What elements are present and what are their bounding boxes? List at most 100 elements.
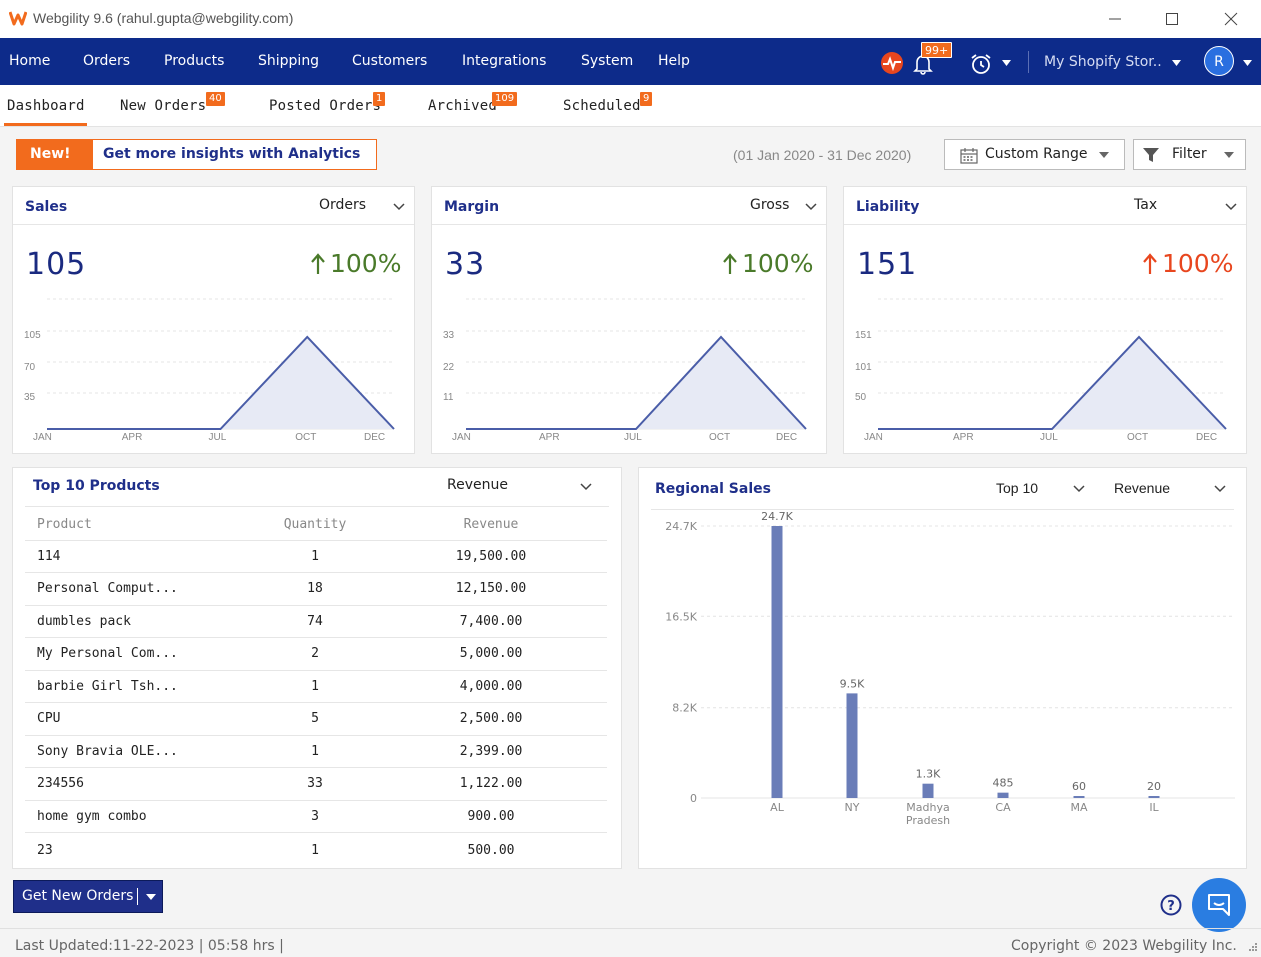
minimize-icon[interactable] <box>1102 6 1128 32</box>
custom-range-label: Custom Range <box>985 146 1088 162</box>
revenue-cell: 19,500.00 <box>375 540 607 573</box>
top-products-panel: Top 10 Products Revenue Product Quantity… <box>12 467 622 869</box>
table-row[interactable]: CPU 5 2,500.00 <box>25 702 607 736</box>
nav-help[interactable]: Help <box>658 53 690 69</box>
order-tabs: Dashboard New Orders 40 Posted Orders 1 … <box>0 85 1261 127</box>
data-label: 24.7K <box>761 510 793 523</box>
margin-card: Margin Gross 33 100% 33 22 11 JAN APR JUL OCT D… <box>431 186 827 454</box>
top-products-metric-select[interactable]: Revenue <box>447 477 508 493</box>
window-title: Webgility 9.6 (rahul.gupta@webgility.com… <box>33 10 294 26</box>
x-tick-label: JUL <box>208 432 227 443</box>
tab-dashboard[interactable]: Dashboard <box>7 98 85 114</box>
table-row[interactable]: Personal Comput... 18 12,150.00 <box>25 572 607 606</box>
tab-scheduled[interactable]: Scheduled <box>563 98 641 114</box>
table-header-row: Product Quantity Revenue <box>25 510 607 541</box>
liability-card-header: Liability Tax <box>844 187 1246 225</box>
scheduled-badge: 9 <box>640 92 653 106</box>
quantity-cell: 18 <box>255 572 375 606</box>
y-tick-label: 151 <box>855 330 872 341</box>
nav-system[interactable]: System <box>581 53 634 69</box>
table-row[interactable]: 23 1 500.00 <box>25 833 607 869</box>
caret-down-icon[interactable] <box>146 894 156 900</box>
product-name-cell: 234556 <box>25 767 255 801</box>
bar[interactable] <box>1148 796 1160 798</box>
top-products-rows: 114 1 19,500.00 Personal Comput... 18 12,150.… <box>25 540 607 869</box>
maximize-icon[interactable] <box>1159 6 1185 32</box>
x-tick-label: OCT <box>295 432 317 443</box>
chat-launcher-button[interactable] <box>1192 878 1246 932</box>
filter-icon <box>1143 148 1159 162</box>
last-updated-text: Last Updated:11-22-2023 | 05:58 hrs | <box>15 938 284 954</box>
category-label: Madhya Pradesh <box>906 801 950 827</box>
liability-trend-chart <box>878 298 1227 430</box>
table-row[interactable]: dumbles pack 74 7,400.00 <box>25 605 607 638</box>
regional-metric-select[interactable]: Revenue <box>1114 480 1171 496</box>
trend-area <box>1052 337 1226 429</box>
regional-sales-header: Regional Sales Top 10 Revenue <box>651 468 1234 510</box>
caret-down-icon[interactable] <box>1172 60 1181 66</box>
resize-grip-icon[interactable] <box>1246 942 1258 954</box>
chevron-down-icon[interactable] <box>1225 203 1237 211</box>
quantity-cell: 1 <box>255 540 375 573</box>
custom-range-button[interactable]: Custom Range <box>944 139 1125 170</box>
chevron-down-icon[interactable] <box>1214 485 1226 493</box>
table-row[interactable]: My Personal Com... 2 5,000.00 <box>25 637 607 671</box>
bar[interactable] <box>922 783 934 798</box>
tab-archived[interactable]: Archived <box>428 98 498 114</box>
avatar[interactable]: R <box>1204 46 1234 76</box>
sales-metric-select[interactable]: Orders <box>319 197 367 213</box>
x-tick-label: JAN <box>33 432 52 443</box>
nav-shipping[interactable]: Shipping <box>258 53 320 69</box>
nav-products[interactable]: Products <box>164 53 225 69</box>
nav-orders[interactable]: Orders <box>83 53 131 69</box>
promo-text[interactable]: Get more insights with Analytics <box>103 146 361 162</box>
bar[interactable] <box>1073 796 1085 798</box>
liability-metric-select[interactable]: Tax <box>1134 197 1158 213</box>
bar[interactable] <box>846 693 858 798</box>
x-tick-label: JAN <box>864 432 883 443</box>
margin-trend-chart <box>466 298 807 430</box>
x-tick-label: APR <box>539 432 560 443</box>
activity-monitor-icon[interactable] <box>880 51 904 75</box>
analytics-promo[interactable]: New! Get more insights with Analytics <box>16 139 377 170</box>
filter-label: Filter <box>1172 146 1207 162</box>
margin-metric-select[interactable]: Gross <box>750 197 790 213</box>
get-new-orders-button[interactable]: Get New Orders <box>13 880 163 913</box>
data-label: 20 <box>1147 780 1161 793</box>
table-row[interactable]: Sony Bravia OLE... 1 2,399.00 <box>25 735 607 768</box>
notification-count-badge: 99+ <box>921 42 953 58</box>
caret-down-icon[interactable] <box>1002 60 1011 66</box>
bar[interactable] <box>997 792 1009 798</box>
chevron-down-icon[interactable] <box>805 203 817 211</box>
tab-new-orders[interactable]: New Orders <box>120 98 207 114</box>
data-label: 9.5K <box>840 677 865 690</box>
bar[interactable] <box>771 526 783 798</box>
table-row[interactable]: home gym combo 3 900.00 <box>25 800 607 833</box>
nav-integrations[interactable]: Integrations <box>462 53 547 69</box>
regional-top-select[interactable]: Top 10 <box>996 480 1039 496</box>
sales-change: 100% <box>330 249 402 278</box>
chevron-down-icon[interactable] <box>393 203 405 211</box>
table-row[interactable]: 234556 33 1,122.00 <box>25 767 607 801</box>
liability-value: 151 <box>857 247 918 282</box>
x-tick-label: JUL <box>624 432 642 443</box>
table-row[interactable]: barbie Girl Tsh... 1 4,000.00 <box>25 670 607 703</box>
data-label: 1.3K <box>916 768 941 781</box>
nav-customers[interactable]: Customers <box>352 53 428 69</box>
chevron-down-icon[interactable] <box>580 483 592 491</box>
y-tick-label: 24.7K <box>665 520 697 533</box>
filter-button[interactable]: Filter <box>1133 139 1246 170</box>
new-orders-badge: 40 <box>206 92 225 106</box>
caret-down-icon[interactable] <box>1243 60 1252 66</box>
product-name-cell: 114 <box>25 540 255 573</box>
tab-posted-orders[interactable]: Posted Orders <box>269 98 382 114</box>
table-row[interactable]: 114 1 19,500.00 <box>25 540 607 573</box>
category-label: AL <box>770 801 785 814</box>
alarm-clock-icon[interactable] <box>969 52 993 76</box>
store-selector[interactable]: My Shopify Stor.. <box>1044 54 1162 70</box>
y-tick-label: 16.5K <box>665 610 697 623</box>
nav-home[interactable]: Home <box>9 53 51 69</box>
help-icon[interactable]: ? <box>1160 894 1182 916</box>
chevron-down-icon[interactable] <box>1073 485 1085 493</box>
close-icon[interactable] <box>1218 6 1244 32</box>
